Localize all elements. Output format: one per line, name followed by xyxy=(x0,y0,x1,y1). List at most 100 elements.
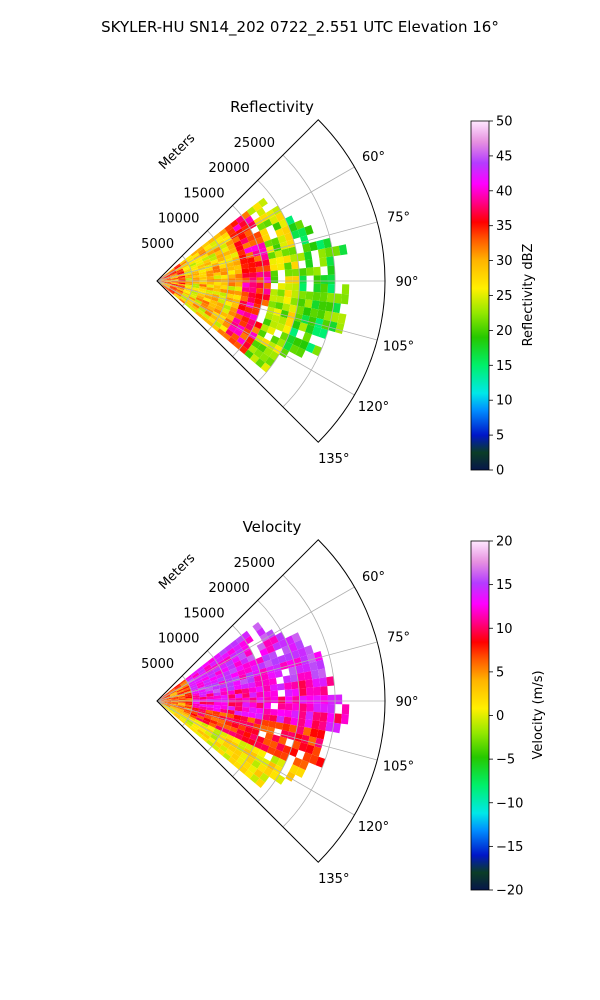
velocity-cell xyxy=(248,659,258,667)
velocity-cell xyxy=(295,664,304,674)
velocity-cell xyxy=(299,759,309,771)
velocity-cell xyxy=(162,705,169,711)
velocity-cell xyxy=(240,657,249,665)
velocity-cell xyxy=(309,728,319,738)
reflectivity-cell xyxy=(194,299,203,305)
reflectivity-cell xyxy=(254,298,263,305)
velocity-cell xyxy=(226,686,235,692)
reflectivity-cell xyxy=(275,322,285,332)
reflectivity-cell xyxy=(179,296,187,303)
reflectivity-cell xyxy=(206,319,214,327)
reflectivity-cell xyxy=(274,250,283,258)
velocity-cell xyxy=(289,747,299,758)
velocity-cell xyxy=(227,706,236,711)
reflectivity-cell xyxy=(192,252,200,259)
velocity-cell xyxy=(341,704,350,715)
velocity-cell xyxy=(263,697,271,703)
velocity-cell xyxy=(171,701,179,703)
reflectivity-cell xyxy=(302,307,312,317)
velocity-cell xyxy=(178,703,186,706)
velocity-cell xyxy=(311,720,320,730)
reflectivity-cell xyxy=(192,283,200,287)
velocity-cell xyxy=(222,670,231,677)
reflectivity-cell xyxy=(173,293,180,300)
reflectivity-cell xyxy=(196,308,205,316)
reflectivity-cell xyxy=(257,242,266,250)
reflectivity-cell xyxy=(186,299,194,305)
reflectivity-cell xyxy=(183,268,192,273)
reflectivity-cell xyxy=(177,286,185,291)
velocity-cell xyxy=(178,695,186,698)
colorbar-tick-label: 10 xyxy=(496,394,513,409)
velocity-cell xyxy=(270,709,278,716)
reflectivity-cell xyxy=(197,292,205,298)
reflectivity-cell xyxy=(167,289,175,295)
reflectivity-cell xyxy=(229,306,238,313)
reflectivity-cell xyxy=(190,290,199,295)
reflectivity-cell xyxy=(244,215,254,225)
reflectivity-cell xyxy=(256,222,266,231)
reflectivity-cell xyxy=(225,239,234,247)
reflectivity-cell xyxy=(249,282,257,288)
velocity-cell xyxy=(169,691,177,696)
velocity-cell xyxy=(192,723,200,729)
reflectivity-cell xyxy=(185,283,193,286)
reflectivity-cell xyxy=(292,276,300,284)
reflectivity-cell xyxy=(247,262,256,269)
velocity-cell xyxy=(298,680,307,689)
reflectivity-cell xyxy=(282,303,291,312)
velocity-cell xyxy=(287,731,296,741)
reflectivity-cell xyxy=(163,274,170,278)
reflectivity-cell xyxy=(312,345,323,357)
velocity-cell xyxy=(316,659,325,670)
reflectivity-cell xyxy=(305,342,316,354)
velocity-cell xyxy=(248,687,257,693)
velocity-cell xyxy=(285,696,293,704)
velocity-cell xyxy=(200,735,209,743)
reflectivity-cell xyxy=(195,259,203,265)
reflectivity-cell xyxy=(284,232,294,242)
velocity-cell xyxy=(210,679,219,685)
reflectivity-cell xyxy=(234,313,243,321)
reflectivity-cell xyxy=(251,308,260,316)
reflectivity-cell xyxy=(299,268,307,276)
reflectivity-cell xyxy=(178,282,186,285)
velocity-cell xyxy=(292,757,303,768)
velocity-cell xyxy=(314,737,324,749)
reflectivity-cell xyxy=(235,215,245,224)
reflectivity-cell xyxy=(249,313,259,321)
reflectivity-cell xyxy=(196,261,204,267)
reflectivity-cell xyxy=(291,320,301,330)
reflectivity-cell xyxy=(266,326,276,336)
reflectivity-cell xyxy=(198,306,206,313)
reflectivity-cell xyxy=(341,284,350,295)
velocity-cell xyxy=(176,688,184,693)
reflectivity-cell xyxy=(290,297,299,306)
velocity-cell xyxy=(190,670,198,677)
reflectivity-cell xyxy=(199,271,207,276)
colorbar-tick-label: 20 xyxy=(496,535,513,550)
reflectivity-cell xyxy=(292,283,300,291)
reflectivity-cell xyxy=(327,274,336,285)
reflectivity-cell xyxy=(250,244,260,252)
velocity-cell xyxy=(320,695,328,704)
velocity-cell xyxy=(197,668,206,675)
velocity-cell xyxy=(179,716,187,723)
velocity-colorbar: −20 −15 −10 −5 0 5 10 15 20 xyxy=(470,535,523,899)
velocity-cell xyxy=(278,736,288,746)
reflectivity-cell xyxy=(213,275,222,279)
reflectivity-cell xyxy=(189,264,198,269)
reflectivity-cell xyxy=(223,304,232,311)
velocity-cell xyxy=(212,685,220,691)
reflectivity-cell xyxy=(248,287,257,294)
velocity-cell xyxy=(231,722,240,729)
reflectivity-cell xyxy=(282,255,292,264)
velocity-cell xyxy=(284,689,293,697)
velocity-cell xyxy=(254,680,263,688)
velocity-cell xyxy=(183,687,191,692)
reflectivity-cell xyxy=(219,263,227,269)
velocity-cell xyxy=(313,686,321,696)
velocity-cell xyxy=(263,767,273,777)
reflectivity-cell xyxy=(257,343,267,353)
